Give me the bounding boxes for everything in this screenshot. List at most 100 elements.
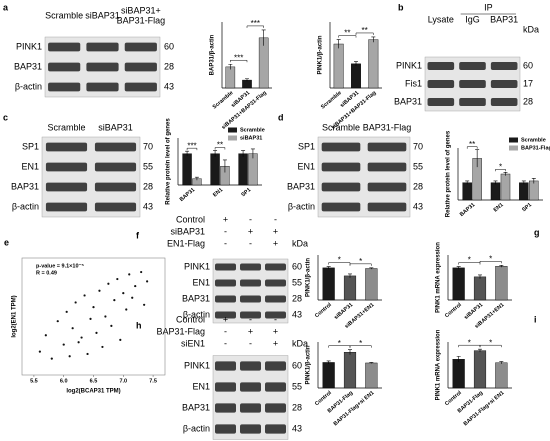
point [98, 289, 101, 292]
band [490, 98, 518, 106]
treatment-label: BAP31-Flag [156, 326, 205, 336]
legend-swatch [509, 145, 518, 151]
row-label: SP1 [298, 141, 315, 151]
error-bar [185, 150, 190, 157]
error-bar [369, 267, 374, 270]
error-bar [245, 78, 249, 82]
category-label: Control [444, 302, 463, 319]
band [321, 162, 361, 172]
column-label: BAP31 [490, 14, 518, 24]
bar [343, 275, 357, 301]
treatment-label: EN1-Flag [167, 238, 205, 248]
significance-label: ** [217, 141, 223, 150]
band [240, 382, 261, 392]
bar [490, 182, 501, 201]
band [367, 142, 407, 152]
category-label: Control [444, 390, 463, 407]
row-label: β-actin [183, 423, 210, 433]
treatment-sign: - [249, 238, 252, 248]
band [367, 202, 407, 212]
band [215, 403, 236, 413]
column-label: siBAP31 [98, 122, 133, 132]
legend-swatch [509, 137, 518, 143]
band [240, 279, 261, 287]
x-tick-label: 6.5 [90, 378, 98, 384]
band [490, 80, 518, 88]
bar [473, 350, 487, 389]
y-axis-label: BAP31/β-actin [210, 34, 216, 75]
point [140, 270, 143, 274]
kda-label: 28 [523, 96, 533, 106]
band [94, 182, 137, 192]
bar [333, 43, 344, 89]
bar [452, 267, 465, 301]
treatment-sign: - [249, 338, 252, 348]
legend-label: Scramble [240, 127, 265, 133]
band [48, 62, 81, 72]
significance-label: * [338, 256, 341, 265]
ip-label: IP [484, 2, 493, 12]
bar [529, 180, 539, 201]
band [240, 263, 261, 271]
kda-label: 17 [523, 78, 533, 88]
significance-label: ** [344, 29, 350, 38]
bar [452, 359, 465, 389]
band [240, 424, 261, 434]
band [94, 162, 137, 172]
error-bar [371, 36, 376, 43]
band [459, 62, 486, 70]
significance-label: * [359, 257, 362, 266]
bar [322, 267, 335, 301]
treatment-label: siBAP31 [170, 226, 205, 236]
bar [368, 39, 379, 89]
band [321, 182, 361, 192]
point [134, 284, 137, 288]
panel-letter: e [4, 237, 9, 247]
panel-letter: a [3, 2, 9, 12]
band [86, 42, 119, 52]
error-bar [241, 150, 246, 157]
treatment-sign: + [248, 326, 253, 336]
x-tick-label: 5.5 [30, 378, 38, 384]
kda-label: 43 [292, 309, 302, 319]
point [86, 352, 89, 356]
treatment-sign: + [273, 226, 278, 236]
band [215, 361, 236, 371]
row-label: β-actin [12, 201, 39, 211]
point [122, 292, 125, 295]
annotation: R = 0.49 [36, 270, 57, 276]
significance-bracket [458, 262, 481, 265]
kda-label: 55 [413, 161, 423, 171]
band [240, 403, 261, 413]
error-bar [326, 266, 331, 270]
category-label: BAP31-Flag+si EN1 [333, 390, 376, 427]
significance-bracket [355, 32, 374, 35]
point [95, 331, 98, 334]
panel-letter: i [534, 314, 537, 324]
error-bar [493, 180, 498, 185]
row-label: SP1 [22, 141, 39, 151]
band [265, 361, 286, 371]
kda-label: 43 [292, 423, 302, 433]
legend-label: siBAP31 [240, 135, 262, 141]
kda-label: 28 [292, 293, 302, 303]
treatment-label: siEN1 [181, 338, 205, 348]
significance-label: * [338, 339, 341, 348]
row-label: BAP31 [394, 96, 422, 106]
kda-label: 55 [292, 277, 302, 287]
significance-bracket [246, 25, 264, 28]
band [367, 162, 407, 172]
panel-letter: b [398, 2, 404, 12]
column-label: IgG [465, 14, 480, 24]
point [101, 345, 104, 349]
y-axis-label: PINK1 mRNA expression [436, 329, 442, 400]
error-bar [326, 360, 331, 364]
panel-letter: d [278, 112, 284, 122]
row-label: β-actin [183, 309, 210, 319]
significance-label: * [489, 338, 492, 347]
error-bar [521, 180, 526, 185]
band [490, 62, 518, 70]
band [427, 80, 455, 88]
bar [351, 63, 361, 89]
